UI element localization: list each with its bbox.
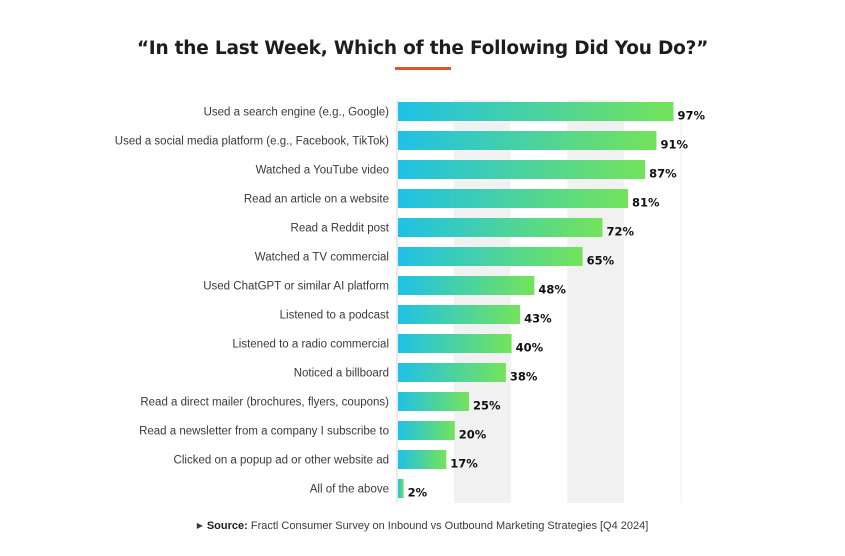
value-label: 72% (606, 225, 634, 239)
bar (398, 450, 447, 469)
bars-group: Used a search engine (e.g., Google) 97% Us… (115, 102, 705, 500)
bar (398, 421, 455, 440)
value-label: 2% (408, 486, 428, 500)
chart-title: “In the Last Week, Which of the Followin… (136, 38, 709, 59)
value-label: 91% (660, 138, 688, 152)
value-label: 17% (450, 457, 478, 471)
category-label: Noticed a billboard (294, 368, 389, 380)
value-label: 38% (510, 370, 538, 384)
category-label: Used a search engine (e.g., Google) (204, 107, 390, 119)
bar (398, 276, 535, 295)
title-underline (395, 67, 451, 70)
category-label: Clicked on a popup ad or other website a… (174, 455, 389, 467)
category-label: Read a newsletter from a company I subsc… (139, 426, 389, 438)
value-label: 40% (516, 341, 544, 355)
category-label: All of the above (310, 484, 389, 496)
bar (398, 102, 674, 121)
category-label: Used ChatGPT or similar AI platform (203, 281, 389, 293)
bar (398, 160, 646, 179)
bar (398, 392, 469, 411)
source-key: Source: (206, 520, 248, 532)
bar (398, 305, 521, 324)
value-label: 20% (459, 428, 487, 442)
value-label: 48% (538, 283, 566, 297)
value-label: 25% (473, 399, 501, 413)
category-label: Used a social media platform (e.g., Face… (115, 136, 389, 148)
category-label: Listened to a podcast (280, 310, 390, 322)
source-arrow-icon: ▶ (196, 521, 203, 530)
value-label: 87% (649, 167, 677, 181)
bar (398, 218, 603, 237)
category-label: Listened to a radio commercial (232, 339, 389, 351)
bar (398, 131, 657, 150)
source-note: ▶ Source: Fractl Consumer Survey on Inbou… (0, 520, 845, 532)
category-label: Watched a YouTube video (256, 165, 389, 177)
value-label: 97% (677, 109, 705, 123)
bar (398, 479, 404, 498)
bar (398, 334, 512, 353)
value-label: 81% (632, 196, 660, 210)
value-label: 43% (524, 312, 552, 326)
bar (398, 189, 629, 208)
category-label: Read a direct mailer (brochures, flyers,… (140, 397, 389, 409)
bar (398, 363, 506, 382)
value-label: 65% (587, 254, 615, 268)
category-label: Watched a TV commercial (255, 252, 389, 264)
bar (398, 247, 583, 266)
source-text: Fractl Consumer Survey on Inbound vs Out… (250, 520, 649, 532)
category-label: Read a Reddit post (291, 223, 390, 235)
category-label: Read an article on a website (244, 194, 389, 206)
